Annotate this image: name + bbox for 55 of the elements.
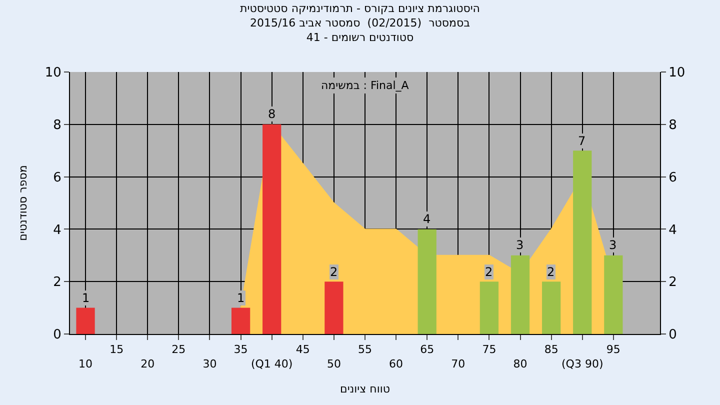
x-tick-label: 20	[140, 358, 155, 370]
x-tick-label: 30	[202, 358, 217, 370]
y2-tick-label: 6	[668, 170, 677, 186]
x-tick-label: 65	[420, 343, 434, 356]
bar	[573, 150, 592, 334]
x-tick-label: 75	[482, 343, 496, 356]
x-tick-label: 95	[606, 343, 620, 356]
data-label: 1	[82, 291, 90, 305]
bar	[542, 282, 561, 334]
data-label: 3	[609, 238, 617, 252]
bar	[418, 229, 436, 334]
x-tick-label: (Q3 90)	[562, 358, 604, 370]
data-label: 3	[516, 238, 524, 252]
annotation: במשימה : Final_A	[321, 79, 410, 92]
chart-title: היסטוגרמת ציונים בקורס - תרמודינמיקה סטטיסטית	[240, 2, 480, 16]
data-label: 2	[547, 265, 555, 279]
x-axis-title: טווח ציונים	[340, 382, 390, 396]
y2-tick-label: 2	[668, 275, 677, 290]
y-tick-label: 10	[44, 66, 62, 81]
y2-tick-label: 8	[668, 118, 677, 133]
bar	[324, 282, 344, 334]
bar	[231, 308, 250, 334]
y-tick-label: 6	[53, 170, 62, 186]
x-tick-label: 55	[358, 343, 372, 356]
bar	[262, 124, 282, 334]
y2-tick-label: 4	[668, 222, 677, 238]
y2-tick-label: 10	[668, 66, 686, 81]
y-tick-label: 0	[53, 328, 62, 343]
y-tick-label: 8	[53, 118, 62, 133]
data-label: 2	[485, 265, 493, 279]
chart-subtitle: בסמסטר (02/2015) סמסטר אביב 2015/16 סטודנטים רשומים - 41	[250, 16, 470, 44]
x-tick-label: 10	[78, 358, 93, 370]
x-tick-label: 35	[234, 343, 248, 356]
y-tick-label: 2	[53, 275, 62, 290]
y2-tick-label: 0	[668, 328, 677, 343]
x-tick-label: 15	[110, 343, 124, 356]
x-tick-label: 85	[544, 343, 558, 356]
bar	[510, 255, 530, 334]
x-tick-label: 70	[451, 358, 466, 370]
bar	[604, 255, 623, 334]
x-tick-label: 60	[389, 358, 404, 370]
data-label: 8	[268, 107, 276, 121]
y-axis-title: מספר סטודנטים	[16, 165, 30, 241]
data-label: 7	[578, 134, 586, 148]
x-tick-label: 50	[326, 358, 341, 370]
data-label: 2	[330, 265, 338, 279]
data-label: 1	[237, 291, 245, 305]
y-tick-label: 4	[53, 222, 62, 238]
data-label: 4	[423, 212, 431, 226]
bar	[480, 282, 499, 334]
bar	[76, 308, 95, 334]
x-tick-label: 25	[172, 343, 186, 356]
x-tick-label: 80	[513, 358, 528, 370]
x-tick-label: (Q1 40)	[250, 358, 293, 370]
x-tick-label: 45	[296, 343, 310, 356]
